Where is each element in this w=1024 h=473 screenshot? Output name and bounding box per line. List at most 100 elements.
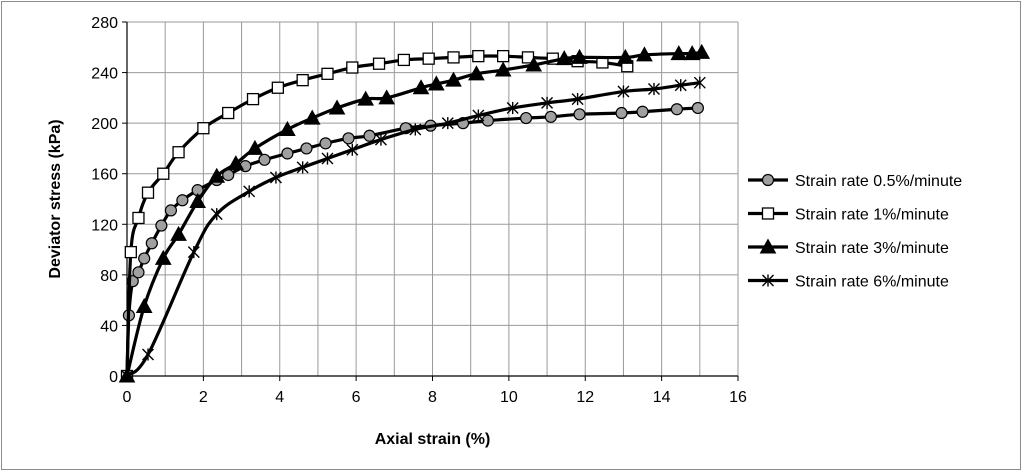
x-tick-label: 2 xyxy=(199,389,208,406)
data-point xyxy=(541,96,554,109)
data-point xyxy=(296,161,309,174)
data-point xyxy=(571,93,584,106)
legend-marker xyxy=(762,274,774,287)
legend-item: Strain rate 3%/minute xyxy=(748,238,949,257)
x-axis-title: Axial strain (%) xyxy=(375,431,491,448)
data-point xyxy=(409,123,422,136)
data-point xyxy=(138,252,151,265)
data-point xyxy=(279,120,296,136)
x-tick-label: 4 xyxy=(275,389,284,406)
series-line xyxy=(125,50,702,377)
data-point xyxy=(124,245,137,259)
legend-label: Strain rate 3%/minute xyxy=(795,240,949,257)
data-point xyxy=(132,211,145,225)
y-tick-label: 0 xyxy=(109,369,118,386)
data-point xyxy=(164,204,178,217)
data-point xyxy=(372,57,386,70)
legend-marker xyxy=(761,173,775,187)
series-triangle xyxy=(118,43,711,383)
data-point xyxy=(445,71,462,87)
data-point xyxy=(246,92,260,106)
data-point xyxy=(187,246,200,259)
y-tick-label: 200 xyxy=(91,116,118,133)
data-point xyxy=(615,106,628,120)
data-point xyxy=(468,65,485,81)
data-point xyxy=(691,101,705,115)
x-tick-label: 14 xyxy=(653,389,671,406)
data-point xyxy=(636,105,649,118)
data-point xyxy=(296,74,309,87)
data-point xyxy=(170,225,187,241)
data-point xyxy=(496,49,510,63)
legend-item: Strain rate 0.5%/minute xyxy=(748,173,962,190)
data-point xyxy=(197,122,210,135)
data-point xyxy=(374,133,387,146)
data-point xyxy=(121,369,133,383)
y-tick-label: 160 xyxy=(91,167,118,184)
data-point xyxy=(397,53,411,67)
data-point xyxy=(346,143,359,156)
data-point xyxy=(506,101,519,115)
x-tick-label: 10 xyxy=(500,389,518,406)
data-point xyxy=(616,48,634,64)
x-tick-label: 16 xyxy=(729,389,747,406)
x-tick-label: 0 xyxy=(123,389,132,406)
data-point xyxy=(258,153,271,166)
legend-marker xyxy=(761,207,775,220)
legend: Strain rate 0.5%/minute Strain rate 1%/mi… xyxy=(748,173,962,291)
legend-marker xyxy=(759,238,777,254)
y-tick-label: 280 xyxy=(91,15,118,32)
legend-label: Strain rate 6%/minute xyxy=(795,274,949,291)
data-point xyxy=(447,51,460,64)
data-point xyxy=(157,167,170,180)
data-point xyxy=(208,167,226,183)
legend-item: Strain rate 6%/minute xyxy=(748,274,949,291)
data-point xyxy=(378,89,396,105)
data-point xyxy=(573,108,586,121)
data-point xyxy=(189,192,206,209)
legend-item: Strain rate 1%/minute xyxy=(748,207,949,224)
data-point xyxy=(154,249,172,265)
data-point xyxy=(243,185,256,198)
series-square xyxy=(120,49,634,383)
data-point xyxy=(693,43,711,59)
x-tick-label: 12 xyxy=(576,389,594,406)
series-asterisk xyxy=(121,76,706,383)
data-point xyxy=(363,129,376,142)
grid xyxy=(126,21,739,377)
data-point xyxy=(281,147,294,160)
data-point xyxy=(300,142,313,155)
data-point xyxy=(176,194,189,207)
data-point xyxy=(135,297,153,313)
data-point xyxy=(693,76,706,89)
data-point xyxy=(321,67,334,80)
data-point xyxy=(494,61,512,77)
data-point xyxy=(346,61,359,74)
y-tick-label: 40 xyxy=(100,318,118,335)
x-tick-label: 6 xyxy=(352,389,361,406)
data-point xyxy=(647,82,660,96)
data-point xyxy=(472,49,485,63)
data-point xyxy=(636,46,653,62)
data-point xyxy=(210,208,223,221)
data-point xyxy=(571,48,588,64)
data-point xyxy=(481,114,494,127)
y-tick-label: 80 xyxy=(100,268,118,285)
series-layer xyxy=(118,43,711,383)
data-point xyxy=(172,146,185,159)
data-point xyxy=(141,186,155,199)
x-tick-label: 8 xyxy=(428,389,437,406)
data-point xyxy=(328,99,346,115)
data-point xyxy=(472,109,485,122)
data-point xyxy=(525,56,543,72)
data-point xyxy=(617,85,630,98)
y-tick-label: 240 xyxy=(91,66,118,83)
data-point xyxy=(674,79,687,92)
data-point xyxy=(441,117,454,130)
data-point xyxy=(246,139,264,155)
data-point xyxy=(303,109,321,125)
data-point xyxy=(670,45,688,61)
